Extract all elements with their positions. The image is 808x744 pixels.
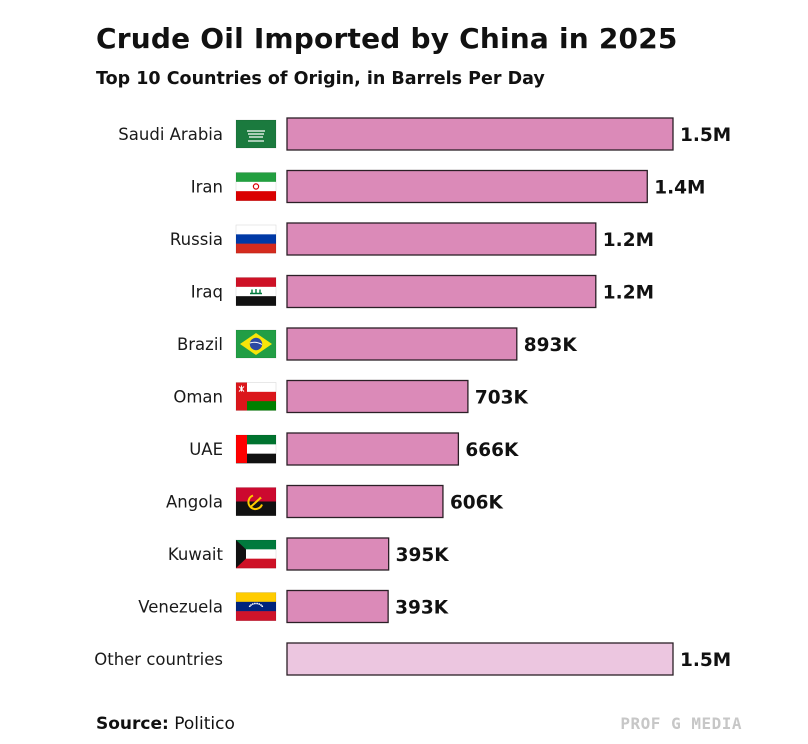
category-label-oman: Oman bbox=[173, 388, 223, 407]
bar-chart: Saudi Arabia 1.5M Iran 1.4M Russia 1.2M Iraq 1.… bbox=[94, 117, 731, 676]
bar-brazil bbox=[286, 327, 518, 361]
value-label-kuwait: 395K bbox=[396, 545, 450, 566]
category-label-uae: UAE bbox=[189, 440, 223, 459]
value-label-other-countries: 1.5M bbox=[680, 650, 731, 671]
value-label-russia: 1.2M bbox=[603, 230, 654, 251]
chart-title: Crude Oil Imported by China in 2025 bbox=[96, 22, 678, 55]
russia-flag-icon bbox=[235, 224, 277, 254]
value-label-uae: 666K bbox=[465, 440, 519, 461]
bar-angola bbox=[286, 484, 444, 519]
source-note: Source: Politico bbox=[96, 714, 235, 734]
category-label-iraq: Iraq bbox=[191, 283, 223, 302]
bar-oman bbox=[286, 379, 469, 414]
uae-flag-icon bbox=[235, 434, 277, 464]
iran-flag-icon bbox=[235, 172, 277, 201]
bar-other-countries bbox=[286, 642, 674, 676]
chart-subtitle: Top 10 Countries of Origin, in Barrels P… bbox=[96, 69, 545, 89]
bar-iran bbox=[286, 169, 648, 204]
value-label-saudi-arabia: 1.5M bbox=[680, 125, 731, 146]
saudi-arabia-flag-icon bbox=[235, 119, 277, 149]
source-value: Politico bbox=[174, 714, 235, 734]
bar-uae bbox=[286, 432, 460, 466]
source-label: Source: bbox=[96, 714, 169, 734]
brazil-flag-icon bbox=[235, 329, 277, 359]
value-label-brazil: 893K bbox=[524, 335, 578, 356]
category-label-iran: Iran bbox=[191, 178, 223, 197]
venezuela-flag-icon bbox=[235, 592, 277, 621]
bar-kuwait bbox=[286, 537, 390, 571]
kuwait-flag-icon bbox=[235, 539, 277, 569]
bar-saudi-arabia bbox=[286, 117, 674, 151]
category-label-venezuela: Venezuela bbox=[138, 598, 223, 617]
category-label-brazil: Brazil bbox=[177, 335, 223, 354]
brand-watermark: PROF G MEDIA bbox=[620, 714, 742, 733]
angola-flag-icon bbox=[235, 487, 277, 516]
value-label-iraq: 1.2M bbox=[603, 283, 654, 304]
category-label-russia: Russia bbox=[170, 230, 223, 249]
category-label-kuwait: Kuwait bbox=[168, 545, 224, 564]
bar-venezuela bbox=[286, 589, 389, 624]
iraq-flag-icon bbox=[235, 277, 277, 306]
value-label-venezuela: 393K bbox=[395, 598, 449, 619]
category-label-other-countries: Other countries bbox=[94, 650, 223, 669]
value-label-angola: 606K bbox=[450, 493, 504, 514]
category-label-angola: Angola bbox=[166, 493, 223, 512]
value-label-iran: 1.4M bbox=[654, 178, 705, 199]
bar-iraq bbox=[286, 274, 597, 309]
oman-flag-icon bbox=[235, 382, 277, 411]
bar-russia bbox=[286, 222, 597, 256]
category-label-saudi-arabia: Saudi Arabia bbox=[118, 125, 223, 144]
value-label-oman: 703K bbox=[475, 388, 529, 409]
